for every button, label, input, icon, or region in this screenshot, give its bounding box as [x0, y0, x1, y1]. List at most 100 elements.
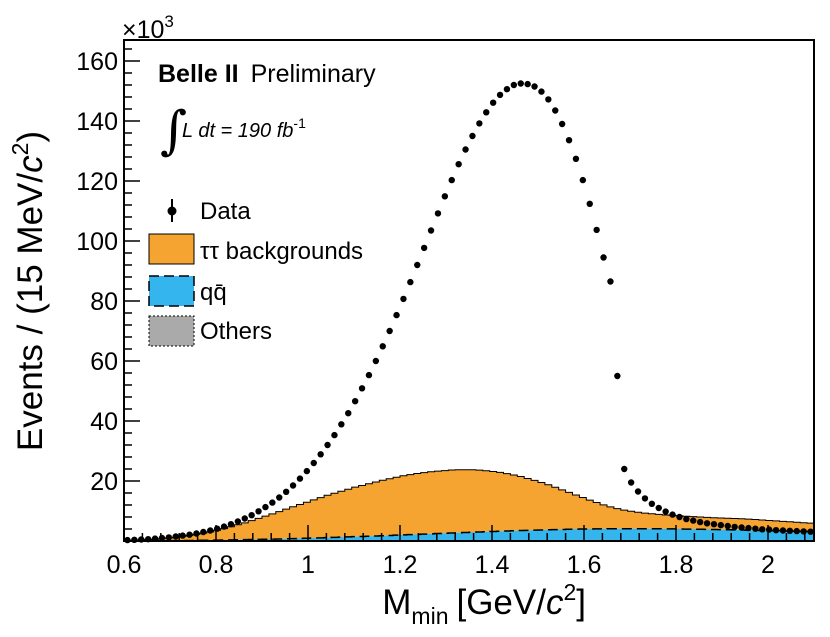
data-point [379, 343, 386, 350]
data-point [310, 459, 317, 467]
data-point [752, 525, 759, 532]
data-point [496, 91, 504, 99]
x-tick-label: 1.8 [659, 551, 694, 579]
data-point [317, 451, 324, 458]
data-point [241, 515, 248, 522]
data-point [365, 371, 373, 379]
data-point [213, 525, 221, 532]
data-point [427, 227, 435, 234]
y-tick-label: 160 [76, 48, 118, 76]
data-point [690, 517, 697, 524]
data-point [462, 146, 469, 153]
data-point [227, 521, 235, 528]
data-point [289, 482, 297, 489]
data-point [621, 465, 628, 473]
data-point [572, 155, 580, 162]
data-point [655, 504, 662, 512]
x-axis-title: Mmin [GeV/c2] [382, 579, 586, 629]
data-point [696, 518, 704, 526]
data-point [489, 99, 497, 106]
data-point [786, 527, 794, 534]
svg-text:qq̄: qq̄ [200, 279, 227, 306]
data-point [200, 528, 207, 536]
data-point [248, 512, 255, 519]
data-point [276, 494, 283, 501]
axis-multiplier: ×103 [122, 12, 174, 44]
tautau-histogram [124, 469, 814, 541]
x-tick-label: 0.6 [107, 551, 142, 579]
data-point [441, 193, 449, 200]
tautau-histogram-outline [124, 469, 814, 542]
data-point [627, 479, 635, 486]
data-point [331, 431, 338, 439]
experiment-label: Belle II Preliminary [158, 60, 376, 88]
y-tick-label: 20 [90, 468, 118, 496]
data-point [455, 161, 462, 168]
data-point [483, 109, 490, 116]
y-tick-label: 100 [76, 228, 118, 256]
data-point [220, 523, 228, 530]
data-point [538, 88, 545, 95]
x-tick-label: 1.6 [567, 551, 602, 579]
data-point [434, 210, 442, 217]
y-tick-label: 140 [76, 108, 118, 136]
y-tick-label: 60 [90, 348, 118, 376]
data-point [186, 531, 193, 538]
data-point [662, 508, 669, 515]
data-point [351, 398, 359, 405]
data-point [641, 495, 649, 502]
data-point [393, 311, 400, 319]
data-point [407, 278, 414, 286]
data-point [772, 527, 780, 534]
data-point [165, 534, 173, 541]
data-point [207, 527, 214, 534]
data-point [765, 526, 773, 533]
data-point [593, 226, 600, 234]
data-point [669, 511, 676, 518]
legend: Data ττ backgrounds qq̄ Others [148, 198, 363, 347]
y-tick-label: 80 [90, 288, 118, 316]
data-point [607, 278, 614, 285]
data-point [614, 372, 621, 380]
luminosity-label: L dt = 190 fb-1 [182, 115, 306, 142]
qqbar-histogram-outline [124, 527, 814, 542]
data-point [476, 120, 483, 127]
data-point [524, 80, 531, 88]
data-point [400, 295, 407, 303]
data-point [338, 421, 345, 428]
data-point [634, 488, 642, 495]
data-point [255, 508, 262, 515]
data-point [745, 524, 752, 532]
legend-entry-tautau: ττ backgrounds [148, 233, 363, 265]
data-point [552, 107, 559, 114]
data-point [717, 521, 725, 529]
data-point [738, 524, 745, 531]
data-point [565, 137, 573, 144]
svg-text:Others: Others [200, 318, 272, 345]
data-point [234, 518, 242, 525]
data-point [517, 80, 524, 87]
svg-text:Data: Data [200, 198, 251, 225]
data-point [800, 528, 807, 535]
data-point [179, 532, 186, 539]
data-point [503, 86, 511, 93]
y-axis-title: Events / (15 MeV/c2) [7, 131, 50, 451]
y-axis-ticks: 20 40 60 80 100 120 140 160 [76, 48, 140, 530]
qqbar-histogram [124, 528, 814, 541]
data-point [710, 521, 718, 528]
x-tick-label: 0.8 [199, 551, 234, 579]
data-point [779, 527, 787, 534]
data-point [558, 120, 566, 128]
data-point [386, 327, 393, 335]
data-point [579, 176, 587, 184]
data-point [269, 499, 276, 506]
y-tick-label: 40 [90, 408, 118, 436]
y-tick-label: 120 [76, 168, 118, 196]
data-point [731, 523, 738, 531]
data-point [600, 254, 607, 261]
x-tick-label: 1 [301, 551, 315, 579]
data-point [531, 83, 538, 90]
data-point [469, 132, 476, 140]
data-point [372, 357, 380, 365]
